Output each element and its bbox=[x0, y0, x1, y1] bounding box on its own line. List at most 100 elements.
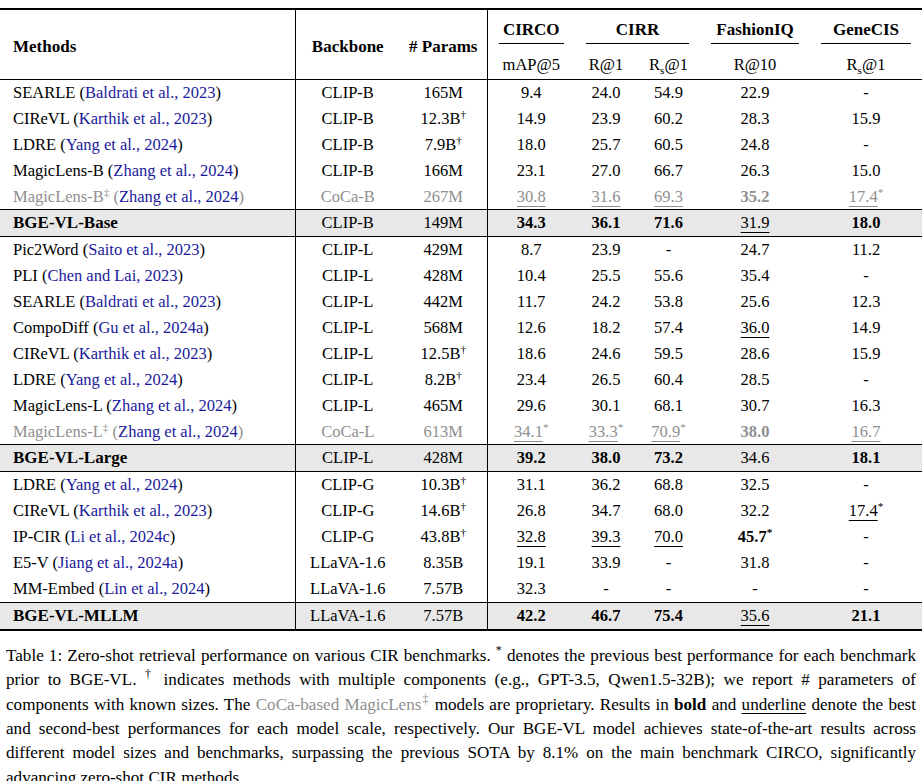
cell-metric-value: 35.2 bbox=[700, 184, 810, 210]
metric-value: 23.4 bbox=[517, 370, 546, 389]
col-header-backbone: Backbone bbox=[295, 9, 400, 80]
citation-link[interactable]: Jiang et al., 2024a bbox=[58, 553, 178, 572]
cell-method: MagicLens-L (Zhang et al., 2024) bbox=[0, 393, 295, 419]
cell-metric-value: 39.2 bbox=[487, 445, 575, 472]
cell-metric-value: 29.6 bbox=[487, 393, 575, 419]
cell-metric-value: 23.4 bbox=[487, 367, 575, 393]
cell-method: MagicLens-B‡ (Zhang et al., 2024) bbox=[0, 184, 295, 210]
metric-value: 60.5 bbox=[654, 135, 683, 154]
citation-link[interactable]: Karthik et al., 2023 bbox=[79, 344, 207, 363]
citation-link[interactable]: Karthik et al., 2023 bbox=[79, 109, 207, 128]
metric-value: 18.0 bbox=[852, 213, 881, 232]
cell-metric-value: 24.0 bbox=[575, 80, 637, 106]
citation-link[interactable]: Baldrati et al., 2023 bbox=[85, 83, 216, 102]
cell-metric-value: 42.2 bbox=[487, 602, 575, 629]
col-group-cirr: CIRR bbox=[575, 9, 700, 50]
metric-value: 14.9 bbox=[852, 318, 881, 337]
metric-value: 42.2 bbox=[517, 606, 546, 625]
cell-method: SEARLE (Baldrati et al., 2023) bbox=[0, 80, 295, 106]
dagger-mark: † bbox=[460, 526, 466, 538]
cell-backbone: CLIP-L bbox=[295, 237, 400, 263]
col-group-genecis: GeneCIS bbox=[810, 9, 922, 50]
metric-value: 34.6 bbox=[741, 448, 770, 467]
star-mark: * bbox=[767, 526, 773, 538]
cell-backbone: CLIP-L bbox=[295, 445, 400, 472]
citation-link[interactable]: Zhang et al., 2024 bbox=[113, 161, 233, 180]
metric-value: 38.0 bbox=[741, 422, 770, 441]
cell-metric-value: 36.2 bbox=[575, 472, 637, 498]
cell-metric-value: 12.3 bbox=[810, 289, 922, 315]
method-name: BGE-VL-Large bbox=[13, 448, 127, 467]
citation-link[interactable]: Yang et al., 2024 bbox=[66, 370, 178, 389]
citation-link[interactable]: Yang et al., 2024 bbox=[66, 135, 178, 154]
metric-value: 16.7 bbox=[852, 422, 881, 441]
cell-method: MagicLens-B (Zhang et al., 2024) bbox=[0, 158, 295, 184]
cell-metric-value: 68.8 bbox=[637, 472, 700, 498]
citation-link[interactable]: Zhang et al., 2024 bbox=[119, 187, 239, 206]
cell-metric-value: - bbox=[810, 80, 922, 106]
metric-value: 24.0 bbox=[592, 83, 621, 102]
cell-method: LDRE (Yang et al., 2024) bbox=[0, 367, 295, 393]
cell-metric-value: 34.1* bbox=[487, 419, 575, 445]
metric-value: 33.3 bbox=[589, 422, 618, 441]
metric-value: 39.3 bbox=[592, 527, 621, 546]
cell-backbone: LLaVA-1.6 bbox=[295, 602, 400, 629]
citation-link[interactable]: Karthik et al., 2023 bbox=[79, 501, 207, 520]
col-header-params: # Params bbox=[400, 9, 487, 80]
cell-metric-value: 23.9 bbox=[575, 106, 637, 132]
cell-metric-value: 24.6 bbox=[575, 341, 637, 367]
method-name: LDRE bbox=[13, 135, 56, 154]
col-group-label: CIRCO bbox=[499, 20, 565, 44]
cell-metric-value: 31.8 bbox=[700, 550, 810, 576]
metric-value: 16.3 bbox=[852, 396, 881, 415]
cell-params: 10.3B† bbox=[400, 472, 487, 498]
metric-value: 68.1 bbox=[654, 396, 683, 415]
table-row: MM-Embed (Lin et al., 2024)LLaVA-1.67.57… bbox=[0, 576, 922, 602]
cell-metric-value: - bbox=[575, 576, 637, 602]
cell-metric-value: - bbox=[637, 550, 700, 576]
citation-link[interactable]: Gu et al., 2024a bbox=[98, 318, 203, 337]
cell-params: 149M bbox=[400, 210, 487, 237]
table-row: MagicLens-B‡ (Zhang et al., 2024)CoCa-B2… bbox=[0, 184, 922, 210]
metric-value: 26.5 bbox=[592, 370, 621, 389]
cell-metric-value: 16.7 bbox=[810, 419, 922, 445]
metric-value: 53.8 bbox=[654, 292, 683, 311]
citation-link[interactable]: Chen and Lai, 2023 bbox=[47, 266, 177, 285]
citation-link[interactable]: Zhang et al., 2024 bbox=[112, 396, 232, 415]
metric-value: 46.7 bbox=[592, 606, 621, 625]
table-row: LDRE (Yang et al., 2024)CLIP-G10.3B†31.1… bbox=[0, 472, 922, 498]
metric-value: 73.2 bbox=[654, 448, 683, 467]
table-body: SEARLE (Baldrati et al., 2023)CLIP-B165M… bbox=[0, 80, 922, 630]
col-subheader-metric: Rs@1 bbox=[810, 50, 922, 80]
table-row: SEARLE (Baldrati et al., 2023)CLIP-B165M… bbox=[0, 80, 922, 106]
citation-link[interactable]: Saito et al., 2023 bbox=[88, 240, 199, 259]
table-row: MagicLens-B (Zhang et al., 2024)CLIP-B16… bbox=[0, 158, 922, 184]
cell-backbone: CLIP-B bbox=[295, 132, 400, 158]
cell-metric-value: 15.9 bbox=[810, 341, 922, 367]
metric-value: 30.7 bbox=[741, 396, 770, 415]
cell-metric-value: 71.6 bbox=[637, 210, 700, 237]
citation-link[interactable]: Zhang et al., 2024 bbox=[118, 422, 238, 441]
metric-value: 24.8 bbox=[741, 135, 770, 154]
metric-value: 70.0 bbox=[654, 527, 683, 546]
cell-method: LDRE (Yang et al., 2024) bbox=[0, 132, 295, 158]
metric-value: 14.9 bbox=[517, 109, 546, 128]
citation-link[interactable]: Yang et al., 2024 bbox=[66, 475, 178, 494]
metric-value: 68.0 bbox=[654, 501, 683, 520]
metric-value: 69.3 bbox=[654, 187, 683, 206]
citation-link[interactable]: Baldrati et al., 2023 bbox=[85, 292, 216, 311]
cell-params: 428M bbox=[400, 263, 487, 289]
citation-link[interactable]: Lin et al., 2024 bbox=[104, 579, 204, 598]
results-table: Methods Backbone # Params CIRCOCIRRFashi… bbox=[0, 8, 922, 631]
cell-metric-value: 53.8 bbox=[637, 289, 700, 315]
table-row: E5-V (Jiang et al., 2024a)LLaVA-1.68.35B… bbox=[0, 550, 922, 576]
metric-value: 32.3 bbox=[517, 579, 546, 598]
citation-link[interactable]: Li et al., 2024c bbox=[70, 527, 169, 546]
cell-backbone: CLIP-G bbox=[295, 524, 400, 550]
cell-metric-value: 28.6 bbox=[700, 341, 810, 367]
cell-metric-value: 25.7 bbox=[575, 132, 637, 158]
cell-metric-value: 9.4 bbox=[487, 80, 575, 106]
col-subheader-metric: R@10 bbox=[700, 50, 810, 80]
cell-metric-value: 66.7 bbox=[637, 158, 700, 184]
metric-value: 57.4 bbox=[654, 318, 683, 337]
